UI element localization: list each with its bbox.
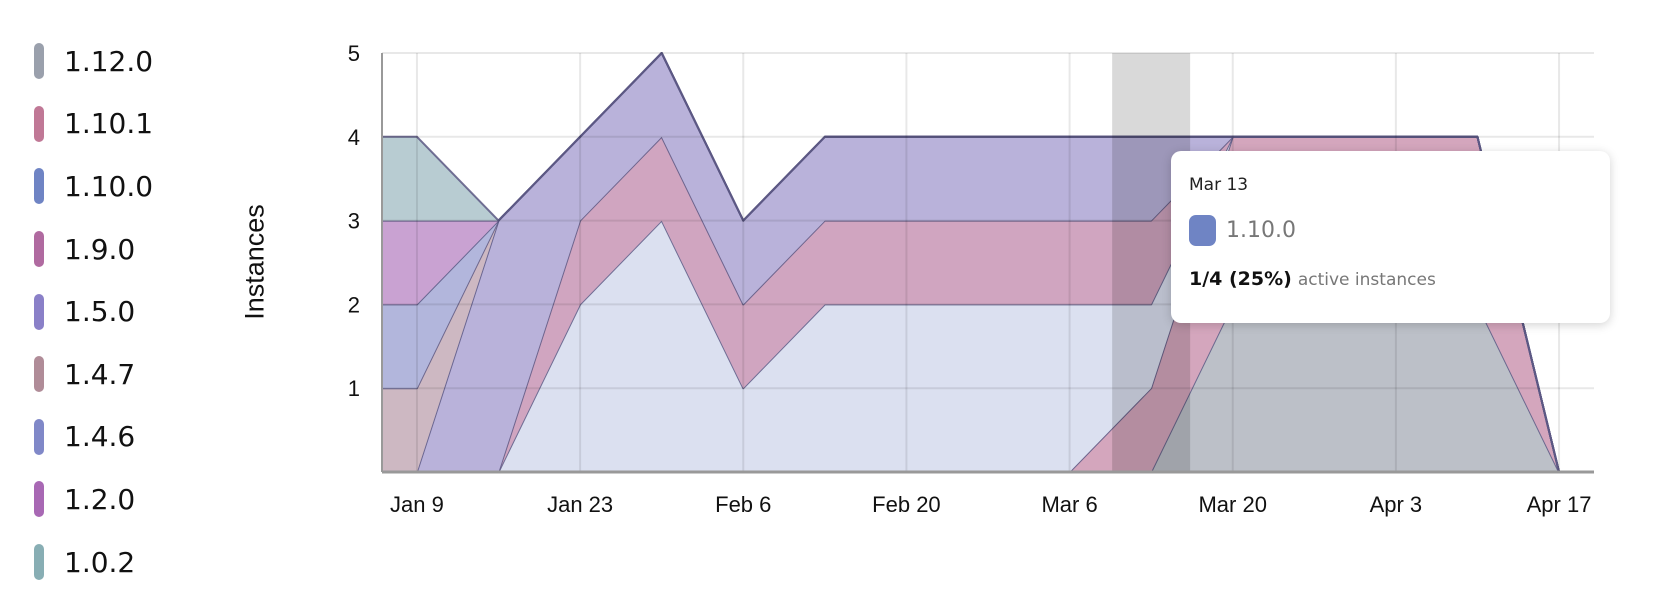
x-tick-label: Apr 17 xyxy=(1527,492,1592,517)
legend-label: 1.9.0 xyxy=(64,232,136,266)
tooltip-swatch xyxy=(1189,215,1216,246)
legend-swatch xyxy=(34,105,44,142)
legend-label: 1.4.7 xyxy=(64,357,136,391)
y-tick-label: 1 xyxy=(348,376,360,401)
legend-label: 1.10.0 xyxy=(64,169,154,203)
legend-item-1.2.0[interactable]: 1.2.0 xyxy=(34,468,153,531)
tooltip-suffix: active instances xyxy=(1297,270,1436,290)
legend-swatch xyxy=(34,544,44,581)
x-tick-label: Feb 20 xyxy=(872,492,941,517)
legend-item-1.12.0[interactable]: 1.12.0 xyxy=(34,30,153,93)
area-1.12.0 xyxy=(382,304,1594,472)
legend-item-1.4.6[interactable]: 1.4.6 xyxy=(34,406,153,469)
y-tick-label: 5 xyxy=(348,41,360,66)
y-tick-label: 2 xyxy=(348,292,360,317)
legend-item-1.9.0[interactable]: 1.9.0 xyxy=(34,218,153,281)
legend-item-1.4.7[interactable]: 1.4.7 xyxy=(34,343,153,406)
y-tick-label: 4 xyxy=(348,125,360,150)
area-1.5.0 xyxy=(382,53,1594,472)
tooltip-date: Mar 13 xyxy=(1189,175,1249,195)
legend-label: 1.4.6 xyxy=(64,420,136,454)
legend-item-1.5.0[interactable]: 1.5.0 xyxy=(34,280,153,343)
tooltip: Mar 13 1.10.0 1/4 (25%) active instances xyxy=(1171,151,1610,323)
area-1.9.0 xyxy=(382,136,1594,473)
y-tick-label: 3 xyxy=(348,209,360,234)
legend-swatch xyxy=(34,43,44,80)
legend-swatch xyxy=(34,231,44,268)
x-tick-label: Apr 3 xyxy=(1370,492,1423,517)
legend-item-1.0.2[interactable]: 1.0.2 xyxy=(34,531,153,593)
x-tick-label: Jan 9 xyxy=(390,492,444,517)
tooltip-version: 1.10.0 xyxy=(1226,218,1296,243)
legend-swatch xyxy=(34,356,44,393)
legend-label: 1.12.0 xyxy=(64,44,154,78)
x-tick-label: Mar 20 xyxy=(1198,492,1266,517)
tooltip-count: 1/4 (25%) xyxy=(1189,268,1292,290)
legend-label: 1.2.0 xyxy=(64,482,136,516)
legend-swatch xyxy=(34,418,44,455)
legend-swatch xyxy=(34,481,44,518)
legend-item-1.10.0[interactable]: 1.10.0 xyxy=(34,155,153,218)
legend-label: 1.10.1 xyxy=(64,107,154,141)
legend-item-1.10.1[interactable]: 1.10.1 xyxy=(34,93,153,156)
x-tick-label: Mar 6 xyxy=(1041,492,1097,517)
legend-label: 1.0.2 xyxy=(64,545,136,579)
legend: 1.12.0 1.10.1 1.10.0 1.9.0 1.5.0 1.4.7 1.4.6 1.… xyxy=(34,30,153,593)
x-tick-label: Feb 6 xyxy=(715,492,771,517)
area-line-1.0.2 xyxy=(382,52,1594,473)
legend-swatch xyxy=(34,293,44,330)
x-tick-label: Jan 23 xyxy=(547,492,613,517)
legend-label: 1.5.0 xyxy=(64,295,136,329)
legend-swatch xyxy=(34,168,44,205)
